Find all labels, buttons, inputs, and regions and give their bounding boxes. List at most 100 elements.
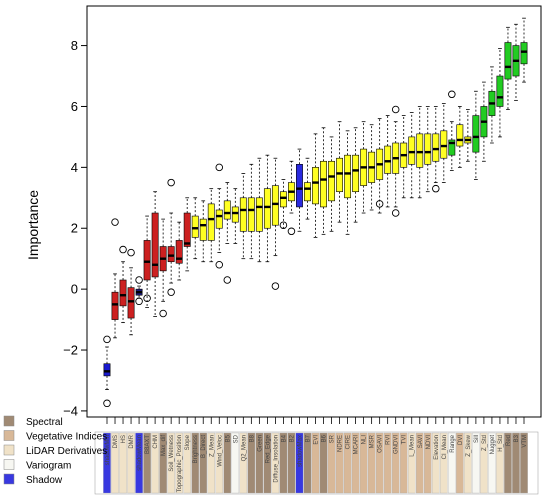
variable-label: shadowMax <box>297 435 303 467</box>
variable-label: B2 <box>289 434 295 442</box>
box-B4 <box>279 179 288 229</box>
strip-cell <box>520 432 528 494</box>
box-Topographic_Position <box>175 221 183 281</box>
strip-cell <box>223 432 232 494</box>
box-Red <box>504 26 512 110</box>
box-H_Std <box>496 48 504 138</box>
box-rect <box>271 185 279 226</box>
box-rect <box>336 157 343 193</box>
variable-label: MCARI <box>354 435 360 455</box>
box-rect <box>279 191 287 208</box>
box-rect <box>247 197 255 232</box>
strip-cell <box>383 432 392 494</box>
variable-label: Q2_Mean <box>241 435 247 461</box>
variable-label: Red <box>506 435 512 446</box>
box-rect <box>328 160 335 202</box>
box-B8 <box>247 163 255 260</box>
box-CHM <box>151 191 159 317</box>
legend-label: Shadow <box>26 475 63 486</box>
variable-label: B_Direct <box>201 435 207 458</box>
box-SAVI <box>416 106 424 199</box>
strip-cell <box>191 432 199 494</box>
box-rect <box>127 287 135 319</box>
variable-label: B3 <box>514 434 520 442</box>
strip-cell <box>103 432 111 494</box>
outlier-point <box>432 184 440 193</box>
box-Slope <box>183 197 191 272</box>
strip-cell <box>151 432 159 494</box>
y-axis-label: Importance <box>25 190 41 260</box>
box-B2 <box>287 160 296 236</box>
variable-label: Brightness <box>193 435 199 463</box>
box-OSAVI <box>375 118 384 214</box>
variable-label: TVI <box>402 435 408 445</box>
outlier-point <box>279 221 288 229</box>
y-axis: −4 −2 0 2 4 6 8 <box>63 38 87 418</box>
box-rect <box>496 75 504 107</box>
strip-cell <box>496 432 504 494</box>
box-B8AXT <box>143 215 151 308</box>
strip-cell <box>472 432 480 494</box>
variable-label: Slope <box>185 434 191 450</box>
outlier-point <box>167 288 175 296</box>
box-rect <box>408 136 416 165</box>
variable-label: Soil_Wetness <box>169 435 175 472</box>
box-Wind_Veloc <box>215 163 224 269</box>
strip-cell <box>407 432 416 494</box>
legend-item: Spectral <box>3 415 63 428</box>
variable-strip: shadowMin DMS HS DMR shadowMean B8AXT CHM Max_d… <box>94 417 539 495</box>
outlier-point <box>391 209 400 217</box>
strip-cell <box>391 432 400 494</box>
variable-label: HS <box>121 435 127 443</box>
box-Z_Std <box>480 81 488 162</box>
variable-label: B8AXT <box>145 435 151 454</box>
variable-label: CHM <box>153 435 159 449</box>
outlier-point <box>215 261 224 269</box>
box-rect <box>472 115 480 153</box>
box-shadowMax <box>296 148 303 232</box>
box-SD <box>231 188 239 244</box>
box-rect <box>239 197 247 232</box>
box-Range <box>448 90 456 171</box>
box-rect <box>448 139 456 156</box>
outlier-point <box>103 335 111 344</box>
variable-label: B6 <box>322 434 328 442</box>
box-NDRE <box>336 121 343 223</box>
strip-cell <box>167 432 175 494</box>
variable-label: B8 <box>249 434 255 442</box>
strip-cell <box>448 432 456 494</box>
variable-label: Diffuse_Insolation <box>273 435 279 483</box>
strip-cell <box>415 432 424 494</box>
strip-cell <box>359 432 368 494</box>
outlier-point <box>375 200 384 208</box>
outlier-point <box>287 227 296 236</box>
box-CIRE <box>344 130 352 235</box>
box-rect <box>151 212 159 278</box>
variable-label: DVI <box>458 435 464 445</box>
strip-cell <box>175 432 183 494</box>
variable-label: Red_Edge <box>265 434 271 463</box>
variable-label: shadowMin <box>105 435 111 465</box>
strip-cell <box>207 432 216 494</box>
variable-label: VTM <box>522 435 528 448</box>
variable-label: Topographic_Position <box>177 435 183 492</box>
box-rect <box>231 206 239 223</box>
box-rect <box>215 209 223 229</box>
variable-label: RVI <box>386 435 392 445</box>
box-rect <box>167 246 175 263</box>
box-B6 <box>320 127 327 235</box>
box-rect <box>119 279 127 307</box>
box-NDVI <box>424 106 432 193</box>
strip-cell <box>432 432 440 494</box>
box-rect <box>296 164 303 208</box>
variable-label: CI_Mean <box>442 435 448 459</box>
strip-cell <box>399 432 408 494</box>
variable-label: Range <box>450 434 456 452</box>
box-rect <box>352 154 360 193</box>
outlier-point <box>159 309 167 318</box>
y-tick-label: 6 <box>71 99 78 114</box>
box-SR <box>328 136 335 232</box>
strip-cell <box>375 432 384 494</box>
box-rect <box>312 167 319 205</box>
outlier-point <box>143 294 151 303</box>
